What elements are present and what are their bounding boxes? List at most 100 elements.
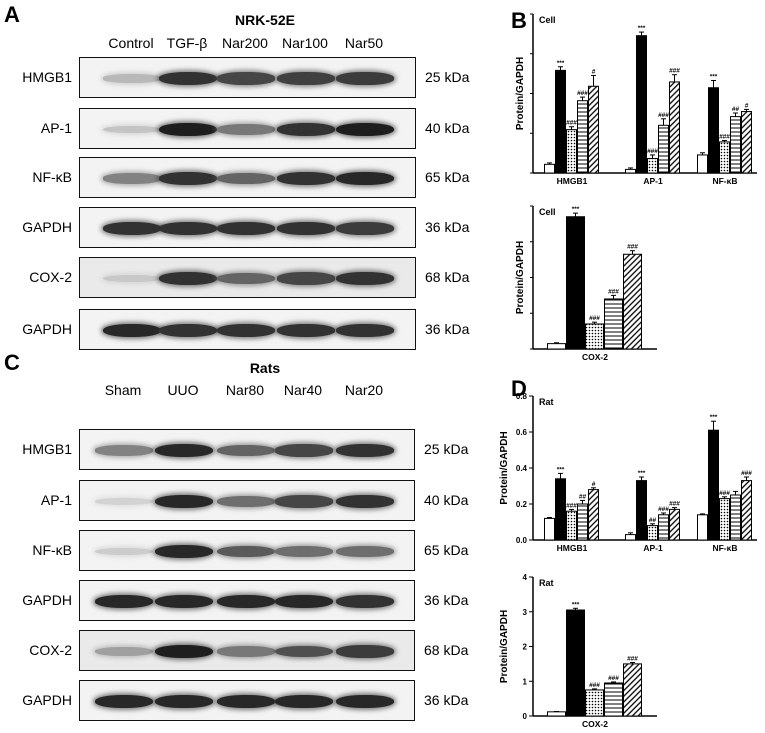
significance-label: ### xyxy=(669,68,680,75)
significance-label: ### xyxy=(577,90,588,97)
significance-label: ### xyxy=(566,502,577,509)
significance-label: *** xyxy=(572,206,580,213)
blot-band xyxy=(95,646,153,657)
bar xyxy=(719,498,730,541)
blot-band xyxy=(275,594,333,609)
blot-title-c: Rats xyxy=(249,360,281,376)
significance-label: *** xyxy=(638,470,646,477)
blot-band xyxy=(277,172,335,185)
bar xyxy=(741,111,752,174)
bar xyxy=(623,253,642,350)
blot-strip xyxy=(79,480,415,521)
blot-row-label: HMGB1 xyxy=(22,68,72,85)
blot-band xyxy=(95,497,153,506)
blot-band xyxy=(336,324,394,337)
molecular-weight-label: 65 kDa xyxy=(424,541,469,558)
blot-band xyxy=(103,323,161,338)
blot-band xyxy=(275,645,333,658)
bar xyxy=(669,81,680,174)
panel-letter-d: D xyxy=(511,376,527,401)
chart-title: Rat xyxy=(539,397,554,407)
bar xyxy=(636,35,647,174)
blot-band xyxy=(217,172,275,185)
blot-row-label: AP-1 xyxy=(40,491,72,508)
category-label: HMGB1 xyxy=(557,543,588,553)
bar xyxy=(566,510,577,541)
significance-label: # xyxy=(592,68,596,75)
bar-chart-rat-hmgb1-ap1-nfkb: RatProtein/GAPDH0.00.20.40.60.8***######… xyxy=(499,392,757,553)
category-label: COX-2 xyxy=(582,719,608,729)
blot-strip xyxy=(79,680,415,721)
blot-strip xyxy=(79,157,416,198)
blot-band xyxy=(336,72,394,85)
significance-label: *** xyxy=(557,60,565,67)
molecular-weight-label: 36 kDa xyxy=(425,320,470,337)
significance-label: ### xyxy=(719,133,730,140)
panel-letter-b: B xyxy=(511,8,527,33)
blot-band xyxy=(159,222,217,235)
category-label: COX-2 xyxy=(582,352,608,362)
blot-band xyxy=(277,222,335,235)
blot-band xyxy=(217,496,275,507)
significance-label: ### xyxy=(608,675,619,682)
blot-strip xyxy=(79,257,416,298)
blot-band xyxy=(217,72,275,85)
blot-row-label: GAPDH xyxy=(22,218,72,235)
bar xyxy=(647,158,658,174)
bar xyxy=(741,480,752,541)
bar xyxy=(585,323,604,350)
blot-band xyxy=(275,444,333,457)
y-tick-label: 4 xyxy=(523,573,528,582)
y-tick-label: 0.0 xyxy=(516,536,528,545)
significance-label: *** xyxy=(638,25,646,32)
blot-band xyxy=(103,222,161,235)
bar xyxy=(547,343,566,350)
blot-band xyxy=(275,694,333,709)
blot-band xyxy=(217,324,275,337)
y-tick-label: 2 xyxy=(523,643,528,652)
significance-label: *** xyxy=(557,466,565,473)
significance-label: ### xyxy=(608,288,619,295)
molecular-weight-label: 25 kDa xyxy=(424,440,469,457)
blot-band xyxy=(336,272,394,285)
bar-chart-rat-cox2: Rat Protein/GAPDH 0 1 2 3 4 *** ### ### ### COX-2 xyxy=(499,573,657,729)
bar xyxy=(697,154,708,174)
chart-title: Cell xyxy=(539,207,556,217)
lane-label-nar50: Nar50 xyxy=(344,35,384,51)
lane-label-sham: Sham xyxy=(104,382,142,398)
y-tick-label: 0.2 xyxy=(516,500,528,509)
blot-row-label: GAPDH xyxy=(22,320,72,337)
bar xyxy=(669,508,680,541)
lane-label-control: Control xyxy=(108,35,154,51)
blot-band xyxy=(336,595,394,608)
blot-band xyxy=(277,272,335,285)
bar xyxy=(577,100,588,174)
bar xyxy=(566,129,577,174)
blot-row-label: GAPDH xyxy=(22,591,72,608)
molecular-weight-label: 25 kDa xyxy=(425,68,470,85)
lane-label-nar100: Nar100 xyxy=(282,35,328,51)
blot-band xyxy=(275,495,333,508)
blot-strip xyxy=(79,309,416,350)
blot-row-label: AP-1 xyxy=(40,119,72,136)
y-tick-label: 0.6 xyxy=(516,428,528,437)
blot-band xyxy=(336,122,394,137)
blot-strip xyxy=(79,57,416,98)
significance-label: ### xyxy=(589,315,600,322)
lane-label-uuo: UUO xyxy=(167,382,199,398)
blot-band xyxy=(159,122,217,137)
significance-label: ### xyxy=(658,506,669,513)
bar xyxy=(604,298,623,350)
significance-label: *** xyxy=(710,73,718,80)
y-axis-label: Protein/GAPDH xyxy=(515,241,526,314)
molecular-weight-label: 68 kDa xyxy=(425,268,470,285)
panel-letter-a: A xyxy=(4,2,20,27)
bar xyxy=(555,69,566,174)
blot-strip xyxy=(79,580,415,621)
blot-band xyxy=(336,222,394,235)
blot-band xyxy=(275,546,333,557)
bar xyxy=(544,163,555,174)
lane-label-nar80: Nar80 xyxy=(225,382,265,398)
bar xyxy=(555,478,566,541)
